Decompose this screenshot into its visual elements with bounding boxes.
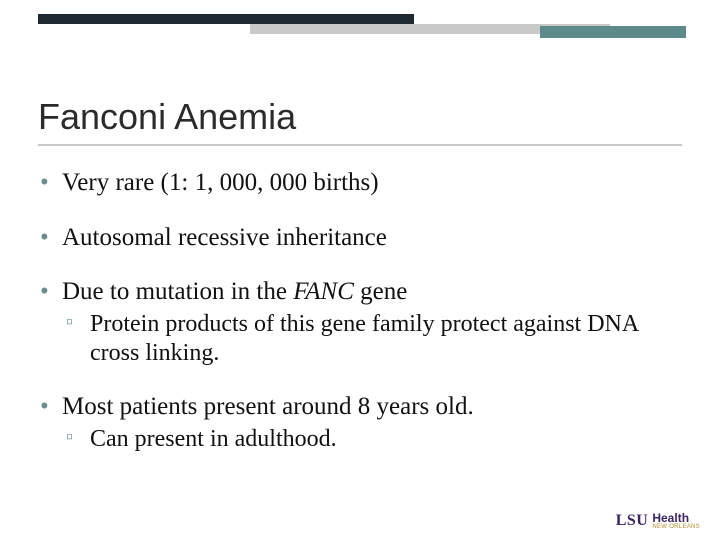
logo-health-block: Health NEW ORLEANS bbox=[652, 512, 700, 530]
sub-bullet-item: Can present in adulthood. bbox=[62, 425, 682, 454]
slide-content: Fanconi Anemia Very rare (1: 1, 000, 000… bbox=[38, 96, 682, 478]
bullet-text-prefix: Due to mutation in the bbox=[62, 278, 293, 305]
bullet-item: Very rare (1: 1, 000, 000 births) bbox=[38, 168, 682, 199]
bullet-text: Autosomal recessive inheritance bbox=[62, 224, 387, 251]
bullet-item: Due to mutation in the FANC gene Protein… bbox=[38, 277, 682, 368]
decor-bar-teal bbox=[540, 26, 686, 38]
bullet-text: Most patients present around 8 years old… bbox=[62, 393, 474, 420]
header-decoration bbox=[0, 0, 720, 48]
logo-health-text: Health bbox=[652, 512, 700, 524]
bullet-text-italic: FANC bbox=[293, 278, 354, 305]
slide-title: Fanconi Anemia bbox=[38, 96, 682, 146]
sub-bullet-text: Can present in adulthood. bbox=[90, 426, 337, 452]
sub-bullet-text: Protein products of this gene family pro… bbox=[90, 311, 638, 366]
bullet-list: Very rare (1: 1, 000, 000 births) Autoso… bbox=[38, 168, 682, 454]
logo-health-sub: NEW ORLEANS bbox=[652, 524, 700, 530]
bullet-text-suffix: gene bbox=[354, 278, 407, 305]
bullet-item: Most patients present around 8 years old… bbox=[38, 392, 682, 454]
sub-bullet-list: Protein products of this gene family pro… bbox=[62, 310, 682, 369]
decor-bar-dark bbox=[38, 14, 414, 24]
sub-bullet-item: Protein products of this gene family pro… bbox=[62, 310, 682, 369]
sub-bullet-list: Can present in adulthood. bbox=[62, 425, 682, 454]
bullet-text: Very rare (1: 1, 000, 000 births) bbox=[62, 169, 379, 196]
footer-logo: LSU Health NEW ORLEANS bbox=[616, 512, 700, 530]
bullet-item: Autosomal recessive inheritance bbox=[38, 223, 682, 254]
logo-lsu-text: LSU bbox=[616, 512, 649, 530]
